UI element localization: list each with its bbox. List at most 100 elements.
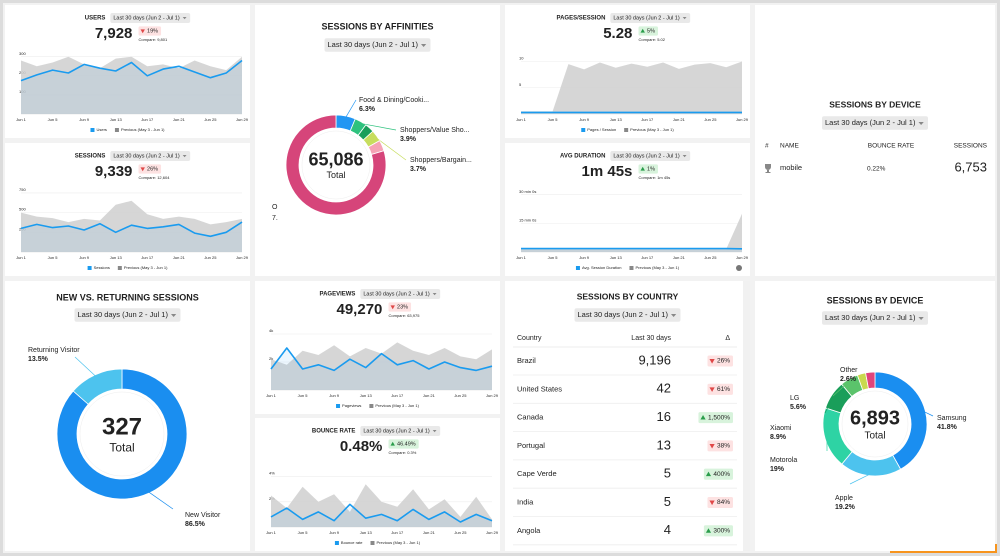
date-range-label: Last 30 days (Jun 2 - Jul 1) [113,153,180,159]
date-range-dropdown[interactable] [324,38,431,52]
dropdown-caret [682,155,687,158]
donut-hole [301,130,371,200]
panel-bg [255,281,500,414]
date-range-dropdown[interactable] [110,13,191,23]
legend-label: Users [96,127,106,132]
center-value: 65,086 [308,149,363,169]
column-header: SESSIONS [954,143,988,150]
x-tick-label: Jun 25 [454,393,467,398]
x-tick-label: Jun 21 [423,393,436,398]
change-cell: 38% [707,440,733,452]
change-value: 19% [147,28,158,34]
slice-label: Motorola [770,457,797,464]
panel: SESSIONS BY DEVICE Last 30 days (Jun 2 - … [755,281,995,551]
x-tick-label: Jun 29 [736,117,749,122]
arrow-up [700,415,706,420]
x-tick-label: Jun 1 [516,117,527,122]
date-range-dropdown[interactable] [360,426,441,436]
date-range-dropdown[interactable] [110,151,191,161]
date-range-dropdown[interactable] [574,308,681,322]
legend-label: Previous (May 3 - Jun 1) [124,265,168,270]
x-tick-label: Jun 21 [173,255,186,260]
change-value: 38% [717,443,730,450]
cell: 16 [657,409,671,424]
arrow-down [140,29,145,34]
panel: PAGES/SESSION Last 30 days (Jun 2 - Jul 1… [505,5,750,138]
panel: USERS Last 30 days (Jun 2 - Jul 1) 7,928 19… [5,5,250,138]
legend-swatch [334,541,339,545]
date-range-dropdown[interactable] [610,151,691,161]
arrow-up [640,28,645,33]
change-badge [388,439,419,449]
panel-bg [755,5,995,276]
slice-label: Apple [835,495,853,502]
legend-label: Previous (May 3 - Jun 1) [635,265,679,270]
date-range-dropdown[interactable] [610,13,691,23]
date-range-dropdown[interactable] [822,116,928,130]
panel: AVG DURATION Last 30 days (Jun 2 - Jul 1)… [505,143,750,276]
change-cell: 1,500% [698,412,733,424]
legend-label: Previous (May 3 - Jun 1) [377,540,421,545]
legend-swatch [624,128,629,132]
x-tick-label: Jun 1 [266,393,277,398]
cell: United States [517,384,562,393]
kpi-value: 49,270 [337,301,383,318]
x-tick-label: Jun 17 [641,255,654,260]
kpi-value: 5.28 [603,25,632,42]
slice-value: 19% [770,466,785,473]
slice-label: Shoppers/Bargain... [410,157,472,164]
legend: Sessions Previous (May 3 - Jun 1) [87,265,168,270]
x-tick-label: Jun 29 [236,255,249,260]
kpi-value: 7,928 [95,25,133,42]
dropdown-caret [182,17,187,20]
info-icon[interactable] [736,265,742,271]
x-tick-label: Jun 13 [110,117,123,122]
x-tick-label: Jun 5 [48,117,59,122]
legend-swatch [114,128,119,132]
series-line [20,59,243,82]
x-tick-label: Jun 17 [391,393,404,398]
widget-title: NEW VS. RETURNING SESSIONS [56,292,199,302]
x-tick-label: Jun 13 [610,255,623,260]
arrow-up [390,441,395,446]
center-label: Total [109,441,134,455]
kpi-compare: Compare: 63,975 [389,313,421,318]
series-area [521,61,742,114]
slice-label: LG [790,395,799,402]
slice-label: New Visitor [185,512,221,519]
date-range-label: Last 30 days (Jun 2 - Jul 1) [78,310,169,319]
legend-label: Pages / Session [587,127,616,132]
leader-line [147,491,174,510]
date-range: Last 30 days (Jun 2 - Jul 1) [822,311,928,325]
change-value: 1,500% [708,414,730,421]
series-line [270,503,493,523]
dropdown-caret [918,122,924,125]
y-tick-label: 4% [269,471,275,476]
slice-value: 2.6% [840,376,857,383]
widget-title: PAGES/SESSION [557,16,606,22]
date-range-dropdown[interactable] [360,289,441,299]
pie-slice [865,371,876,390]
leader-line [824,395,834,414]
x-tick-label: Jun 9 [79,117,90,122]
series-area [21,56,242,114]
legend-swatch [117,266,122,270]
date-range-dropdown[interactable] [74,308,181,322]
kpi-compare: Compare: 12,604 [139,175,171,180]
change-badge [707,383,733,395]
date-range-dropdown[interactable] [822,311,928,325]
change-value: 5% [647,28,655,34]
x-tick-label: Jun 1 [16,255,27,260]
leader-line [923,410,934,417]
x-tick-label: Jun 29 [736,255,749,260]
x-tick-label: Jun 17 [641,117,654,122]
kpi-compare: Compare: 9,801 [139,37,168,42]
dropdown-caret [682,17,687,20]
change-badge [703,525,733,537]
date-range: Last 30 days (Jun 2 - Jul 1) [324,38,431,52]
leader-line [345,99,357,119]
x-tick-label: Jun 9 [579,117,590,122]
x-tick-label: Jun 9 [579,255,590,260]
arrow-up [640,166,645,171]
